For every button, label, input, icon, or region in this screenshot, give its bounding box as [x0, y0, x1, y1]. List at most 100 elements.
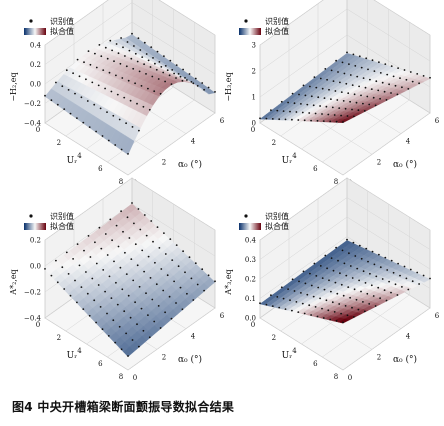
identified-point	[182, 68, 185, 71]
identified-point	[117, 52, 120, 55]
grid-line	[158, 0, 216, 36]
identified-point	[308, 112, 311, 114]
identified-point	[80, 96, 83, 99]
identified-point	[313, 76, 316, 78]
y-tick-label: 4	[191, 138, 196, 146]
x-tick-label: 4	[77, 347, 82, 355]
identified-point	[99, 306, 102, 308]
grid-line	[131, 2, 216, 55]
legend-identified-label: 识别值	[265, 211, 289, 221]
z-tick-label: 0.4	[245, 237, 257, 245]
identified-point	[130, 57, 133, 60]
identified-point	[143, 270, 146, 273]
identified-point	[319, 77, 322, 80]
identified-point	[118, 325, 121, 328]
x-axis-label: Uᵣ	[282, 351, 293, 361]
identified-point	[383, 289, 386, 291]
identified-point	[110, 297, 113, 299]
identified-point	[321, 307, 323, 310]
identified-point	[78, 75, 81, 78]
grid-line	[259, 177, 348, 241]
identified-point	[390, 259, 393, 262]
grid-line	[259, 236, 348, 299]
identified-point	[301, 302, 304, 305]
identified-point	[104, 87, 106, 90]
identified-point	[355, 101, 358, 104]
identified-point	[422, 274, 425, 277]
identified-point	[341, 61, 344, 64]
identified-point	[409, 71, 412, 73]
identified-point	[186, 292, 188, 295]
identified-point	[179, 75, 182, 78]
x-tick-label: 8	[119, 178, 123, 186]
identified-point	[366, 292, 369, 295]
identified-point	[360, 66, 363, 69]
identified-point	[125, 332, 127, 335]
identified-point	[324, 68, 327, 70]
identified-point	[133, 45, 135, 47]
identified-point	[44, 94, 46, 97]
y-tick-label: 2	[377, 158, 381, 166]
identified-point	[328, 88, 330, 91]
identified-point	[142, 329, 145, 332]
identified-point	[184, 77, 186, 79]
identified-point	[194, 262, 197, 265]
identified-point	[128, 49, 131, 52]
identified-point	[171, 69, 174, 71]
identified-point	[349, 74, 352, 76]
identified-point	[360, 290, 362, 293]
identified-point	[91, 81, 94, 84]
identified-point	[113, 60, 115, 63]
identified-point	[327, 309, 330, 312]
identified-point	[76, 301, 78, 304]
identified-point	[396, 294, 399, 296]
identified-point	[157, 78, 160, 80]
identified-point	[330, 98, 332, 100]
identified-point	[368, 103, 371, 106]
identified-point	[375, 275, 378, 278]
identified-point	[134, 52, 137, 55]
identified-point	[125, 65, 128, 68]
identified-point	[181, 308, 184, 311]
legend-identified-marker	[29, 19, 33, 23]
identified-point	[131, 126, 134, 128]
identified-point	[304, 282, 307, 285]
identified-point	[95, 262, 98, 265]
identified-point	[342, 121, 344, 123]
x-tick-label: 2	[57, 139, 61, 147]
grid-line	[127, 307, 216, 371]
identified-point	[289, 299, 291, 302]
grid-line	[131, 21, 216, 75]
identified-point	[106, 57, 109, 60]
identified-point	[184, 271, 186, 274]
y-axis-label: α₀ (°)	[178, 159, 202, 170]
identified-point	[351, 84, 354, 86]
identified-point	[271, 118, 274, 120]
identified-point	[65, 69, 68, 72]
identified-point	[306, 293, 309, 296]
identified-point	[328, 279, 330, 282]
identified-point	[310, 314, 312, 316]
identified-point	[309, 272, 311, 275]
identified-point	[164, 65, 167, 67]
identified-point	[352, 241, 355, 244]
identified-point	[342, 294, 345, 297]
figure-caption: 图4 中央开槽箱梁断面颤振导数拟合结果	[12, 400, 235, 414]
identified-point	[289, 110, 291, 113]
identified-point	[371, 59, 374, 62]
legend-identified-label: 识别值	[50, 211, 74, 221]
identified-point	[150, 220, 153, 222]
identified-point	[369, 78, 371, 81]
identified-point	[377, 89, 380, 92]
identified-point	[120, 210, 122, 213]
identified-point	[385, 99, 388, 101]
y-tick-label: 4	[406, 333, 411, 341]
y-tick-label: 6	[435, 312, 440, 320]
identified-point	[394, 283, 397, 286]
identified-point	[129, 99, 132, 102]
identified-point	[115, 224, 118, 227]
identified-point	[297, 311, 300, 313]
identified-point	[158, 61, 161, 63]
identified-point	[310, 119, 312, 122]
identified-point	[61, 85, 64, 88]
